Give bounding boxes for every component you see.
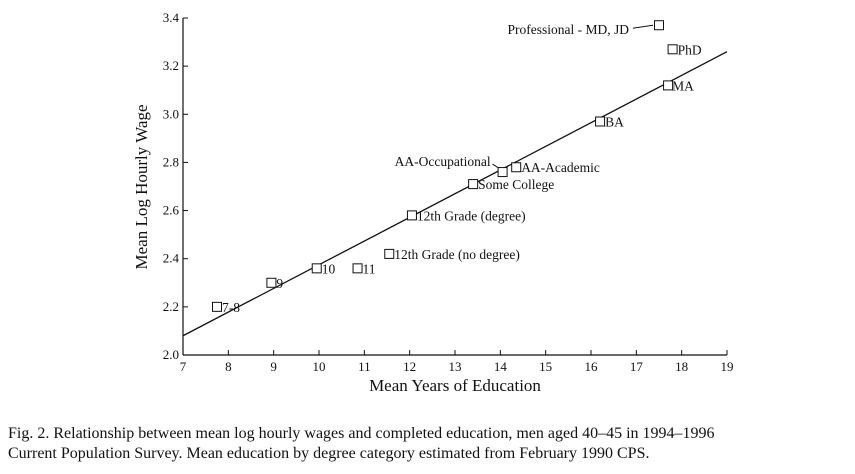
point-labels-group: 7-8 9 10 11 12th Grade (no degree) 12th Grade…: [222, 22, 702, 315]
data-point-marker: [311, 263, 322, 274]
regression-line-group: [182, 51, 728, 337]
x-tick-label: 17: [630, 359, 644, 374]
data-point-label: 12th Grade (no degree): [394, 247, 520, 262]
figure-caption: Fig. 2. Relationship between mean log ho…: [8, 424, 855, 464]
data-point-marker: [468, 179, 479, 190]
data-point-marker: [511, 162, 522, 173]
y-tick-label: 3.0: [163, 106, 179, 121]
data-point-label: 7-8: [222, 300, 240, 315]
x-tick-label: 7: [180, 359, 187, 374]
y-tick-label: 2.2: [163, 299, 179, 314]
x-tick-label: 8: [225, 359, 232, 374]
x-tick-label: 9: [270, 359, 277, 374]
x-tick-label: 16: [585, 359, 599, 374]
data-point-marker: [654, 20, 664, 31]
data-point-label: Some College: [478, 177, 554, 192]
data-point-label: 12th Grade (degree): [417, 208, 526, 223]
data-point-marker: [497, 167, 508, 178]
data-point-label: MA: [672, 78, 694, 93]
x-tick-label: 13: [449, 359, 462, 374]
chart-axes: 7 8 9 10 11 12 13 14 15 16 17 18 19 2.0 2.2 2.4 2.6 2.8 3.…: [163, 10, 734, 374]
data-point-marker: [406, 210, 417, 221]
x-tick-label: 10: [313, 359, 326, 374]
y-axis-title: Mean Log Hourly Wage: [132, 105, 151, 270]
y-tick-label: 2.8: [163, 154, 179, 169]
x-tick-label: 15: [539, 359, 552, 374]
data-point-label: Professional - MD, JD: [508, 22, 630, 37]
y-tick-label: 3.2: [163, 58, 179, 73]
caption-line-2: Current Population Survey. Mean educatio…: [8, 445, 650, 462]
data-points-group: [212, 20, 678, 312]
data-point-marker: [384, 248, 395, 259]
y-tick-label: 2.6: [163, 203, 180, 218]
data-point-marker: [663, 80, 674, 91]
data-point-label: 10: [322, 261, 336, 276]
y-tick-label: 2.4: [163, 251, 180, 266]
data-point-marker: [595, 116, 606, 127]
y-tick-label: 2.0: [163, 347, 179, 362]
y-tick-label: 3.4: [163, 10, 180, 25]
x-tick-label: 12: [403, 359, 416, 374]
data-point-label: 11: [363, 261, 376, 276]
data-point-marker: [352, 263, 363, 274]
label-leader-line: [492, 163, 499, 169]
label-leader-line: [632, 24, 654, 29]
data-point-label: PhD: [678, 42, 702, 57]
data-point-label: BA: [605, 115, 624, 130]
data-point-marker: [266, 277, 277, 288]
data-point-label: AA-Academic: [521, 160, 600, 175]
data-point-label: AA-Occupational: [395, 154, 491, 169]
x-axis-title: Mean Years of Education: [369, 376, 541, 395]
x-tick-label: 19: [721, 359, 734, 374]
caption-line-1: Fig. 2. Relationship between mean log ho…: [8, 425, 715, 442]
data-point-marker: [212, 301, 222, 312]
data-point-marker: [667, 44, 678, 55]
data-point-label: 9: [276, 276, 283, 291]
x-tick-label: 14: [494, 359, 508, 374]
x-tick-label: 11: [358, 359, 371, 374]
regression-line: [182, 51, 728, 337]
x-tick-label: 18: [675, 359, 688, 374]
